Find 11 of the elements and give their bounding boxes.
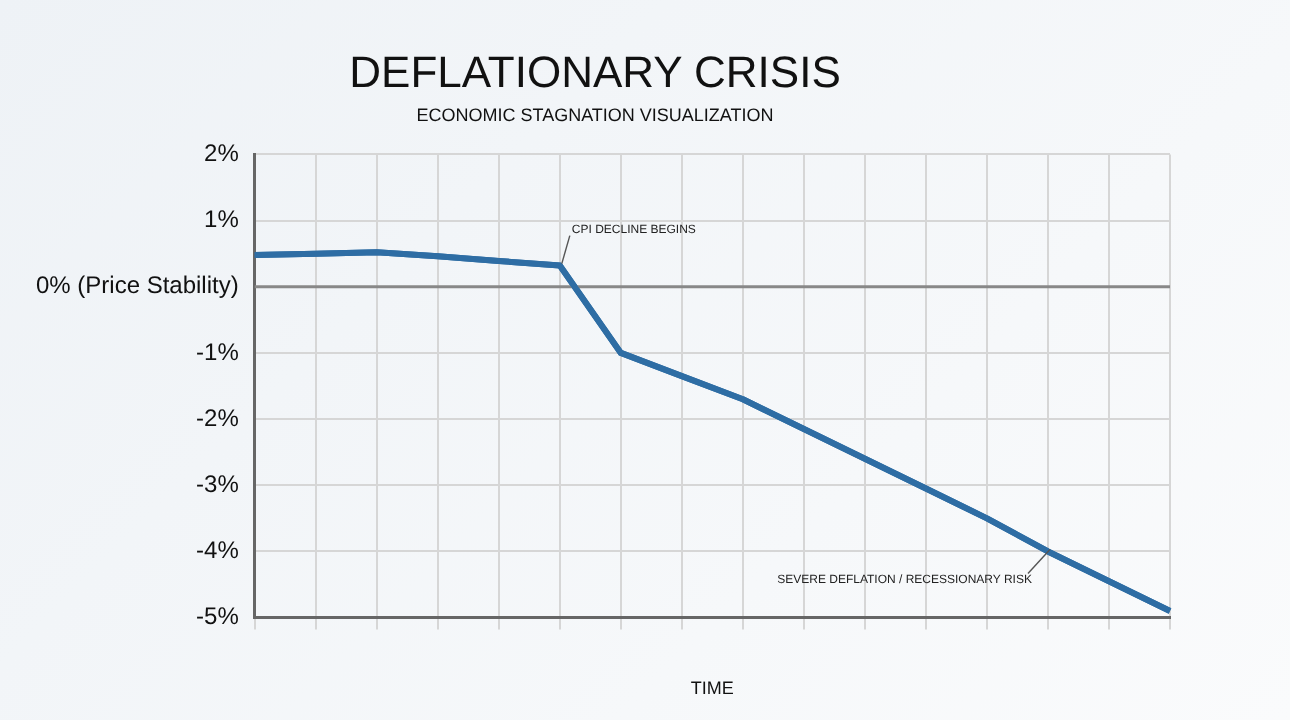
y-tick-label: 2%: [204, 139, 240, 168]
x-axis-title: TIME: [690, 678, 734, 699]
y-tick-label: -3%: [196, 469, 240, 498]
chart-subtitle: ECONOMIC STAGNATION VISUALIZATION: [416, 104, 774, 125]
y-tick-label: 0% (Price Stability): [35, 271, 239, 300]
y-tick-label: 1%: [204, 205, 240, 234]
y-tick-label: -5%: [196, 602, 240, 631]
y-tick-label: -2%: [196, 403, 240, 432]
y-tick-label: -1%: [196, 337, 240, 366]
y-tick-label: -4%: [196, 536, 240, 565]
chart-title: DEFLATIONARY CRISIS: [349, 46, 841, 97]
